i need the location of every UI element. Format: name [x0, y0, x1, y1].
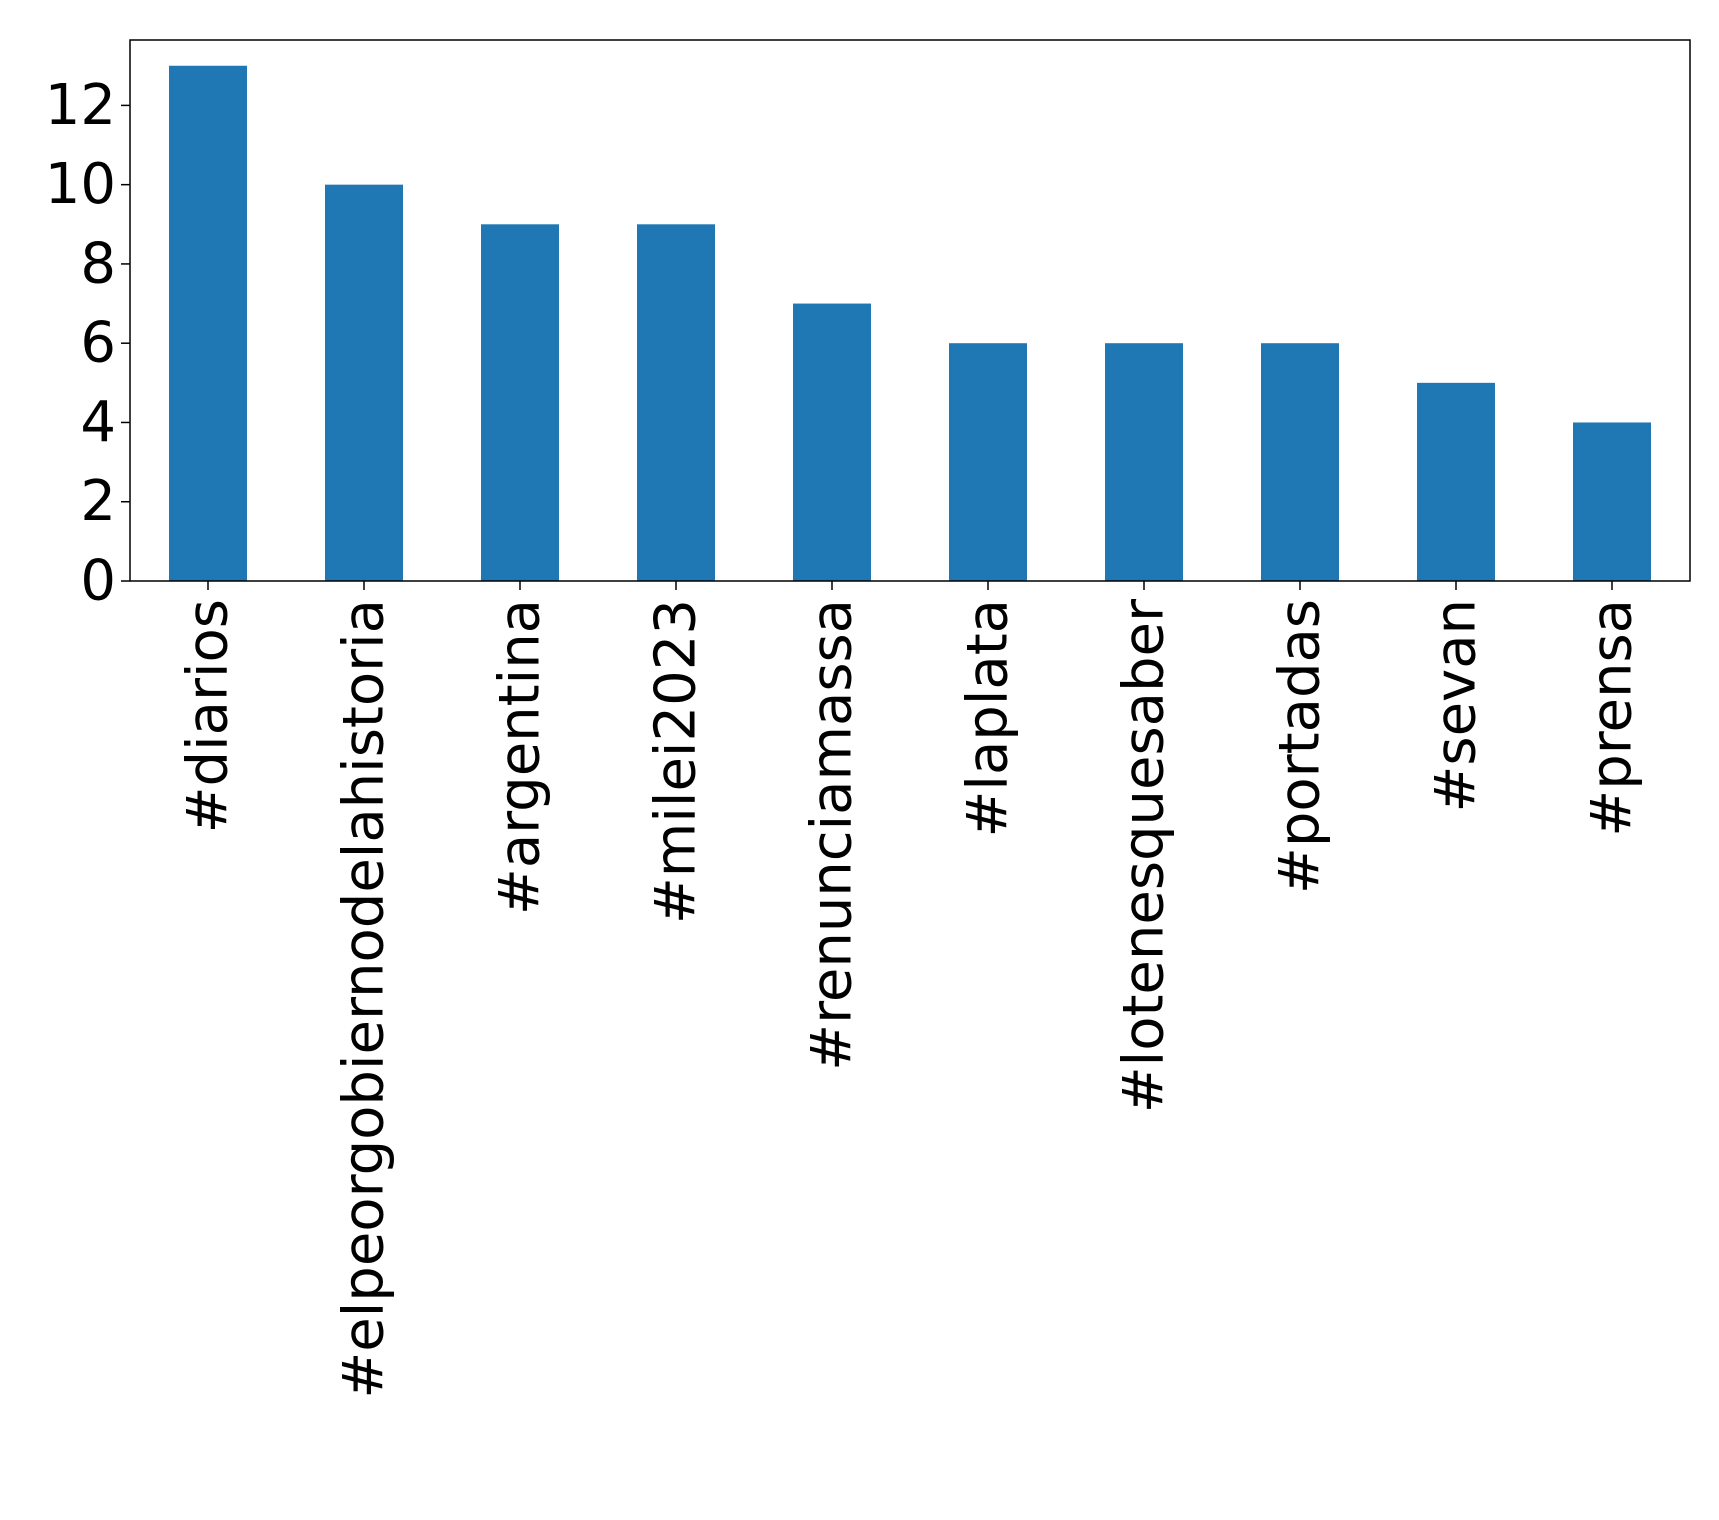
- x-tick-label: #sevan: [1424, 599, 1489, 813]
- x-tick-label: #lotenesquesaber: [1112, 598, 1177, 1113]
- bar-milei2023: [637, 224, 715, 582]
- y-tick-label: 4: [80, 390, 116, 455]
- y-tick-label: 12: [45, 73, 116, 138]
- x-tick-label: #argentina: [488, 599, 553, 915]
- x-tick-label: #portadas: [1268, 599, 1333, 894]
- y-tick-label: 2: [80, 469, 116, 534]
- y-tick-label: 0: [80, 549, 116, 614]
- y-tick-label: 6: [80, 311, 116, 376]
- x-axis: #diarios #elpeorgobiernodelahistoria #arge…: [176, 581, 1645, 1399]
- bar-prensa: [1573, 422, 1651, 581]
- y-axis: 0 2 4 6 8 10 12: [45, 73, 130, 614]
- bar-argentina: [481, 224, 559, 582]
- y-tick-label: 8: [80, 231, 116, 296]
- bar-sevan: [1417, 382, 1495, 581]
- bar-diarios: [169, 65, 247, 581]
- bar-lotenesquesaber: [1105, 343, 1183, 581]
- bar-renunciamassa: [793, 303, 871, 581]
- bar-laplata: [949, 343, 1027, 581]
- bars-group: [169, 65, 1651, 582]
- x-tick-label: #prensa: [1580, 599, 1645, 837]
- bar-portadas: [1261, 343, 1339, 581]
- x-tick-label: #renunciamassa: [800, 599, 865, 1071]
- x-tick-label: #laplata: [956, 599, 1021, 838]
- x-tick-label: #milei2023: [644, 599, 709, 924]
- x-tick-label: #elpeorgobiernodelahistoria: [332, 599, 397, 1399]
- plot-frame: [129, 39, 1691, 582]
- x-tick-label: #diarios: [176, 599, 241, 833]
- y-tick-label: 10: [45, 152, 116, 217]
- bar-elpeorgobiernodelahistoria: [325, 184, 403, 581]
